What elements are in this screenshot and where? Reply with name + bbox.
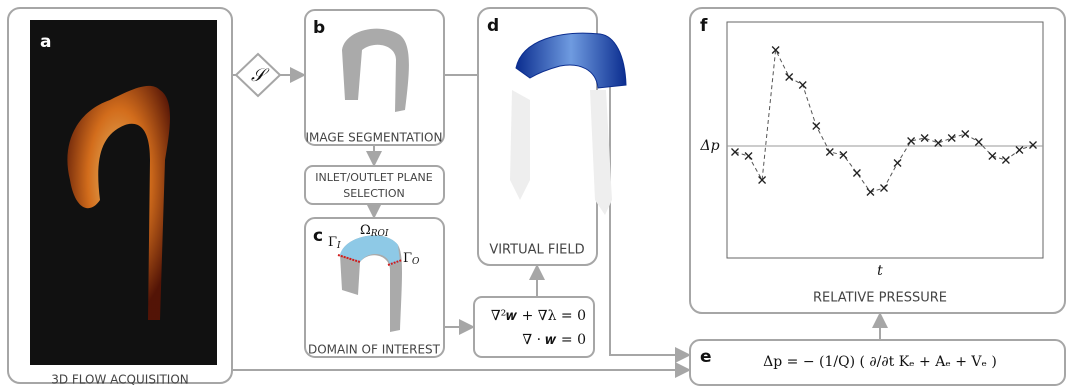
operator: 𝒮 — [236, 54, 280, 96]
y-axis-label: Δp — [699, 138, 719, 154]
panel-d: d VIRTUAL FIELD — [478, 8, 626, 265]
caption: 3D FLOW ACQUISITION — [51, 373, 189, 387]
equation: ∇²𝒘 + ∇λ = 0 — [491, 308, 586, 324]
subscript: ROI — [370, 229, 389, 239]
caption: SELECTION — [343, 187, 405, 200]
x-axis-label: t — [877, 263, 883, 279]
caption: IMAGE SEGMENTATION — [306, 131, 443, 145]
symbol: Γ — [328, 235, 337, 250]
panel-letter: f — [700, 16, 708, 36]
subscript: O — [412, 257, 420, 267]
subscript: I — [336, 241, 341, 251]
formula: Δp = − (1/Q) ( ∂/∂t Kₑ + Aₑ + Vₑ ) — [763, 354, 997, 370]
panel-letter: d — [487, 16, 499, 36]
caption: RELATIVE PRESSURE — [813, 291, 947, 306]
panel-letter: c — [313, 226, 323, 246]
flow-image — [30, 20, 217, 365]
panel-c: c ΩROI ΓI ΓO DOMAIN OF INTEREST — [305, 218, 444, 357]
panel-letter: e — [700, 347, 712, 367]
symbol: Ω — [360, 223, 371, 238]
equation-box — [474, 297, 594, 357]
panel-a: a 3D FLOW ACQUISITION — [8, 8, 232, 387]
panel-e: e Δp = − (1/Q) ( ∂/∂t Kₑ + Aₑ + Vₑ ) — [690, 340, 1065, 385]
symbol: Γ — [403, 251, 412, 266]
panel-f: f Δp t RELATIVE PRESSURE — [690, 8, 1065, 313]
panel-letter: b — [313, 18, 325, 38]
figure: a 3D FLOW ACQUISITION 𝒮 b IMAGE SEGMENTA… — [0, 0, 1072, 391]
caption: DOMAIN OF INTEREST — [308, 343, 441, 357]
caption: VIRTUAL FIELD — [489, 243, 584, 258]
panel-b: b IMAGE SEGMENTATION — [305, 10, 444, 145]
equation: ∇ · 𝒘 = 0 — [522, 332, 586, 348]
panel-letter: a — [40, 32, 51, 52]
selection: INLET/OUTLET PLANE SELECTION — [305, 166, 444, 204]
caption: INLET/OUTLET PLANE — [315, 171, 432, 184]
equations: ∇²𝒘 + ∇λ = 0 ∇ · 𝒘 = 0 — [474, 297, 594, 357]
